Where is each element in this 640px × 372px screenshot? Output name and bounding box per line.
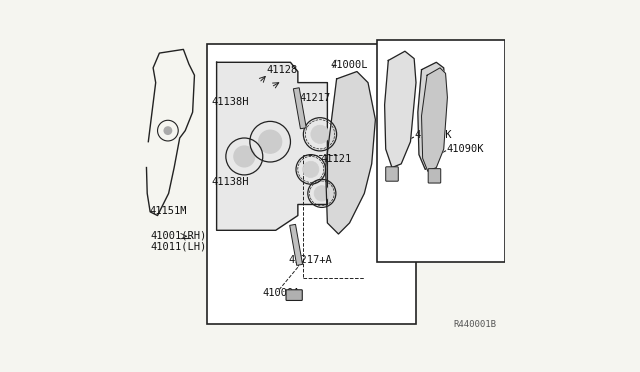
Polygon shape xyxy=(326,71,376,234)
Text: 41011(LH): 41011(LH) xyxy=(150,241,207,251)
Text: 41001(RH): 41001(RH) xyxy=(150,230,207,240)
Polygon shape xyxy=(418,62,445,169)
Text: 41138H: 41138H xyxy=(211,97,248,107)
Text: 41121: 41121 xyxy=(321,154,352,164)
Text: 41138H: 41138H xyxy=(211,177,248,187)
FancyBboxPatch shape xyxy=(286,290,302,301)
Text: 41090K: 41090K xyxy=(447,144,484,154)
Polygon shape xyxy=(385,51,416,167)
Text: 41151M: 41151M xyxy=(149,206,187,216)
FancyBboxPatch shape xyxy=(428,169,441,183)
Circle shape xyxy=(314,186,330,201)
Circle shape xyxy=(163,126,172,135)
FancyBboxPatch shape xyxy=(386,167,398,181)
Bar xyxy=(293,88,307,129)
Polygon shape xyxy=(216,62,328,230)
Circle shape xyxy=(233,145,255,167)
Polygon shape xyxy=(422,68,447,171)
Text: 41217+A: 41217+A xyxy=(289,255,332,265)
Circle shape xyxy=(258,129,282,154)
Circle shape xyxy=(303,161,319,177)
Text: 41128: 41128 xyxy=(266,65,298,75)
Text: R440001B: R440001B xyxy=(454,320,497,329)
Text: 41000K: 41000K xyxy=(414,131,452,140)
Bar xyxy=(377,40,504,262)
Text: 41000A: 41000A xyxy=(263,288,300,298)
Bar xyxy=(290,224,303,265)
Text: 41000L: 41000L xyxy=(330,60,367,70)
Text: 41217: 41217 xyxy=(299,93,330,103)
Circle shape xyxy=(311,125,329,144)
Bar xyxy=(207,44,416,324)
